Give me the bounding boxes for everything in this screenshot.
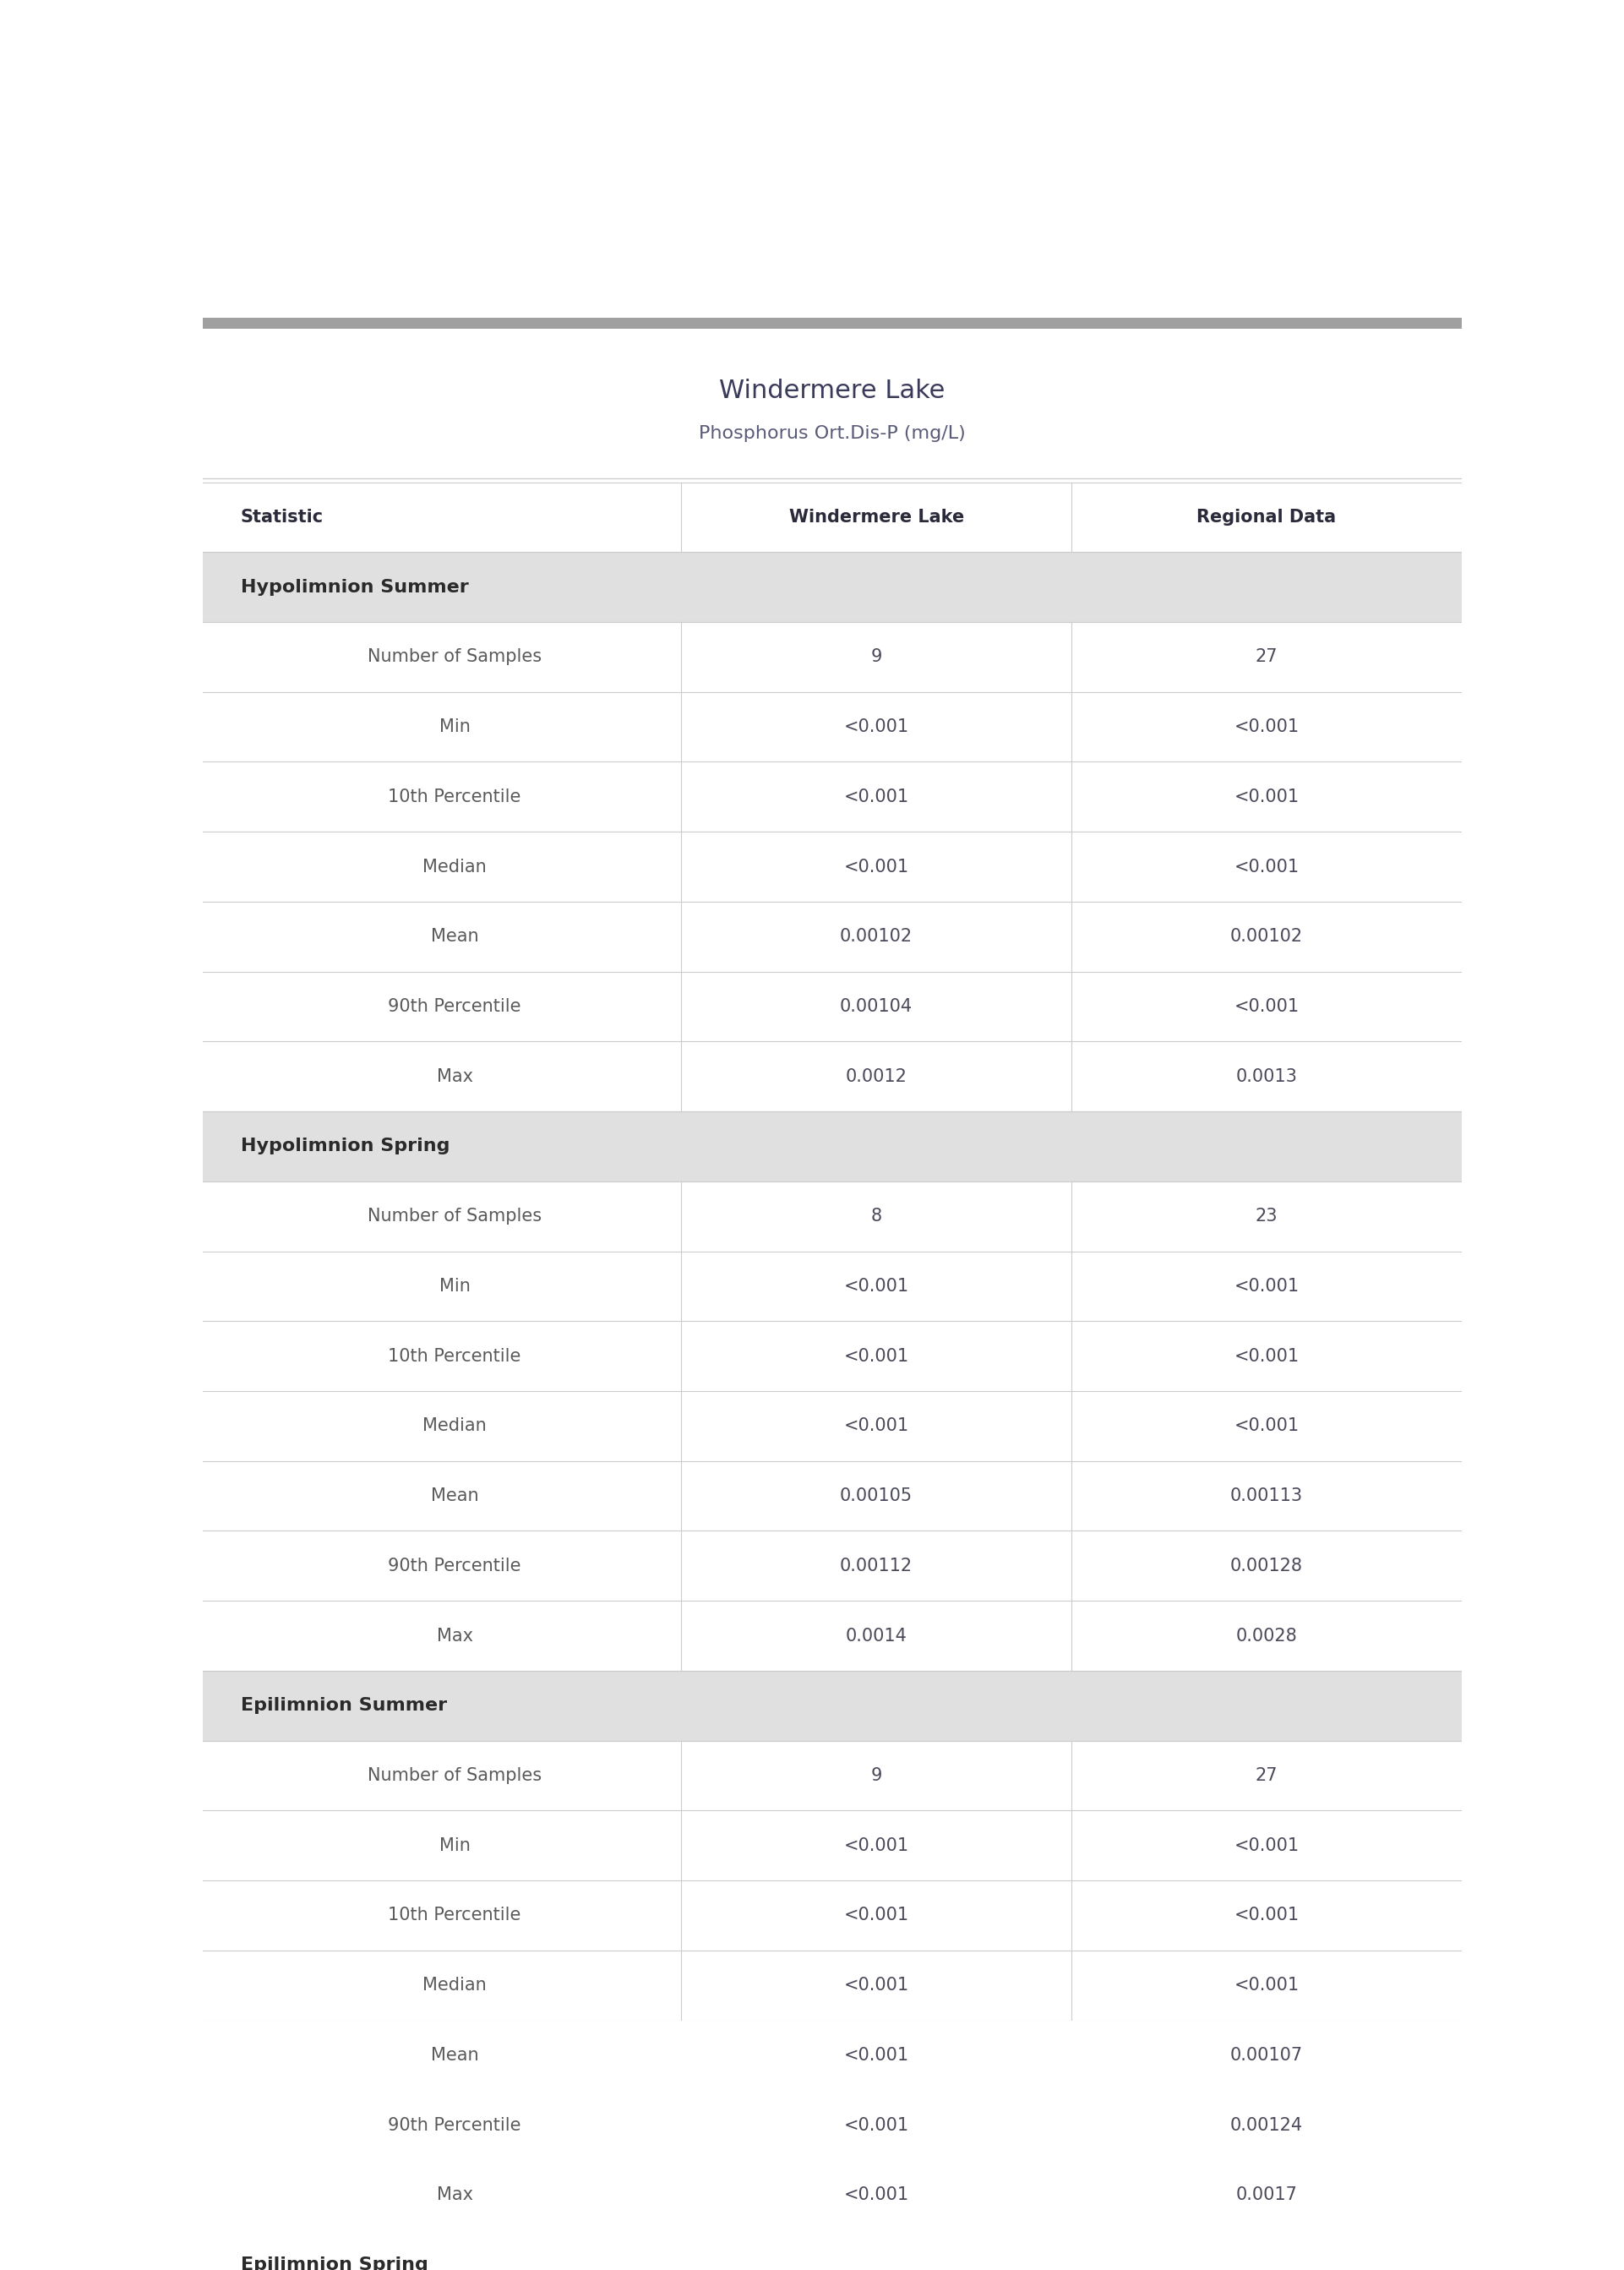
Text: <0.001: <0.001 — [1234, 1348, 1299, 1364]
Bar — [203, 2091, 1462, 2161]
Text: 10th Percentile: 10th Percentile — [388, 788, 521, 806]
Text: Min: Min — [438, 1836, 471, 1855]
Text: 27: 27 — [1255, 649, 1278, 665]
Text: 8: 8 — [870, 1208, 882, 1226]
Text: Number of Samples: Number of Samples — [367, 649, 542, 665]
Text: <0.001: <0.001 — [844, 1416, 909, 1435]
Bar — [203, 1741, 1462, 1811]
Text: 0.00102: 0.00102 — [1229, 928, 1302, 944]
Text: <0.001: <0.001 — [844, 858, 909, 876]
Bar — [203, 1112, 1462, 1180]
Text: <0.001: <0.001 — [844, 1836, 909, 1855]
Text: <0.001: <0.001 — [844, 1278, 909, 1294]
Text: 0.00104: 0.00104 — [840, 999, 913, 1015]
Text: 0.0013: 0.0013 — [1236, 1067, 1298, 1085]
Text: Mean: Mean — [430, 1487, 479, 1505]
Text: 27: 27 — [1255, 1766, 1278, 1784]
Text: 90th Percentile: 90th Percentile — [388, 1557, 521, 1575]
Text: <0.001: <0.001 — [1234, 1977, 1299, 1993]
Text: Median: Median — [422, 1977, 487, 1993]
Text: 0.00112: 0.00112 — [840, 1557, 913, 1575]
Bar — [203, 2020, 1462, 2091]
Text: Phosphorus Ort.Dis-P (mg/L): Phosphorus Ort.Dis-P (mg/L) — [698, 424, 966, 443]
Text: Mean: Mean — [430, 928, 479, 944]
Text: <0.001: <0.001 — [844, 717, 909, 735]
Text: 0.00113: 0.00113 — [1229, 1487, 1302, 1505]
Text: Median: Median — [422, 1416, 487, 1435]
Bar — [203, 831, 1462, 901]
Bar — [203, 972, 1462, 1042]
Text: Epilimnion Summer: Epilimnion Summer — [240, 1698, 447, 1714]
Bar — [203, 692, 1462, 763]
Text: 0.00102: 0.00102 — [840, 928, 913, 944]
Text: <0.001: <0.001 — [1234, 1907, 1299, 1925]
Text: 9: 9 — [870, 649, 882, 665]
Text: <0.001: <0.001 — [1234, 999, 1299, 1015]
Text: 0.0014: 0.0014 — [846, 1628, 908, 1643]
Bar — [203, 1180, 1462, 1251]
Text: <0.001: <0.001 — [1234, 717, 1299, 735]
Text: 0.0017: 0.0017 — [1236, 2186, 1298, 2204]
Text: <0.001: <0.001 — [844, 1907, 909, 1925]
Text: <0.001: <0.001 — [1234, 1416, 1299, 1435]
Text: 0.00107: 0.00107 — [1229, 2048, 1302, 2063]
Text: <0.001: <0.001 — [844, 2048, 909, 2063]
Text: Max: Max — [437, 2186, 473, 2204]
Bar — [203, 318, 1462, 329]
Text: Regional Data: Regional Data — [1197, 508, 1337, 527]
Text: 9: 9 — [870, 1766, 882, 1784]
Bar — [203, 1811, 1462, 1880]
Text: Statistic: Statistic — [240, 508, 323, 527]
Text: Median: Median — [422, 858, 487, 876]
Bar — [203, 1530, 1462, 1600]
Text: <0.001: <0.001 — [1234, 858, 1299, 876]
Text: <0.001: <0.001 — [844, 2186, 909, 2204]
Bar — [203, 1321, 1462, 1392]
Text: 10th Percentile: 10th Percentile — [388, 1907, 521, 1925]
Text: <0.001: <0.001 — [1234, 1836, 1299, 1855]
Text: Windermere Lake: Windermere Lake — [789, 508, 965, 527]
Bar — [203, 763, 1462, 831]
Text: Hypolimnion Summer: Hypolimnion Summer — [240, 579, 469, 595]
Text: 90th Percentile: 90th Percentile — [388, 999, 521, 1015]
Text: Epilimnion Spring: Epilimnion Spring — [240, 2256, 429, 2270]
Bar — [203, 1880, 1462, 1950]
Text: Number of Samples: Number of Samples — [367, 1208, 542, 1226]
Text: 0.00105: 0.00105 — [840, 1487, 913, 1505]
Text: 10th Percentile: 10th Percentile — [388, 1348, 521, 1364]
Bar — [203, 1251, 1462, 1321]
Text: Max: Max — [437, 1628, 473, 1643]
Text: <0.001: <0.001 — [1234, 1278, 1299, 1294]
Text: <0.001: <0.001 — [1234, 788, 1299, 806]
Bar — [203, 2229, 1462, 2270]
Text: 0.0028: 0.0028 — [1236, 1628, 1298, 1643]
Text: 0.00128: 0.00128 — [1231, 1557, 1302, 1575]
Text: <0.001: <0.001 — [844, 1977, 909, 1993]
Text: Mean: Mean — [430, 2048, 479, 2063]
Bar — [203, 1462, 1462, 1530]
Text: <0.001: <0.001 — [844, 788, 909, 806]
Bar — [203, 1392, 1462, 1462]
Bar — [203, 1950, 1462, 2020]
Text: Hypolimnion Spring: Hypolimnion Spring — [240, 1137, 450, 1155]
Text: Min: Min — [438, 1278, 471, 1294]
Bar — [203, 1600, 1462, 1671]
Bar — [203, 622, 1462, 692]
Text: 0.0012: 0.0012 — [846, 1067, 908, 1085]
Bar — [203, 1042, 1462, 1112]
Bar — [203, 552, 1462, 622]
Text: Number of Samples: Number of Samples — [367, 1766, 542, 1784]
Text: Windermere Lake: Windermere Lake — [719, 379, 945, 404]
Bar — [203, 481, 1462, 552]
Bar — [203, 901, 1462, 972]
Text: Max: Max — [437, 1067, 473, 1085]
Text: 90th Percentile: 90th Percentile — [388, 2116, 521, 2134]
Text: 0.00124: 0.00124 — [1229, 2116, 1302, 2134]
Bar — [203, 2161, 1462, 2229]
Text: 23: 23 — [1255, 1208, 1278, 1226]
Text: Min: Min — [438, 717, 471, 735]
Text: <0.001: <0.001 — [844, 1348, 909, 1364]
Text: <0.001: <0.001 — [844, 2116, 909, 2134]
Bar — [203, 1671, 1462, 1741]
